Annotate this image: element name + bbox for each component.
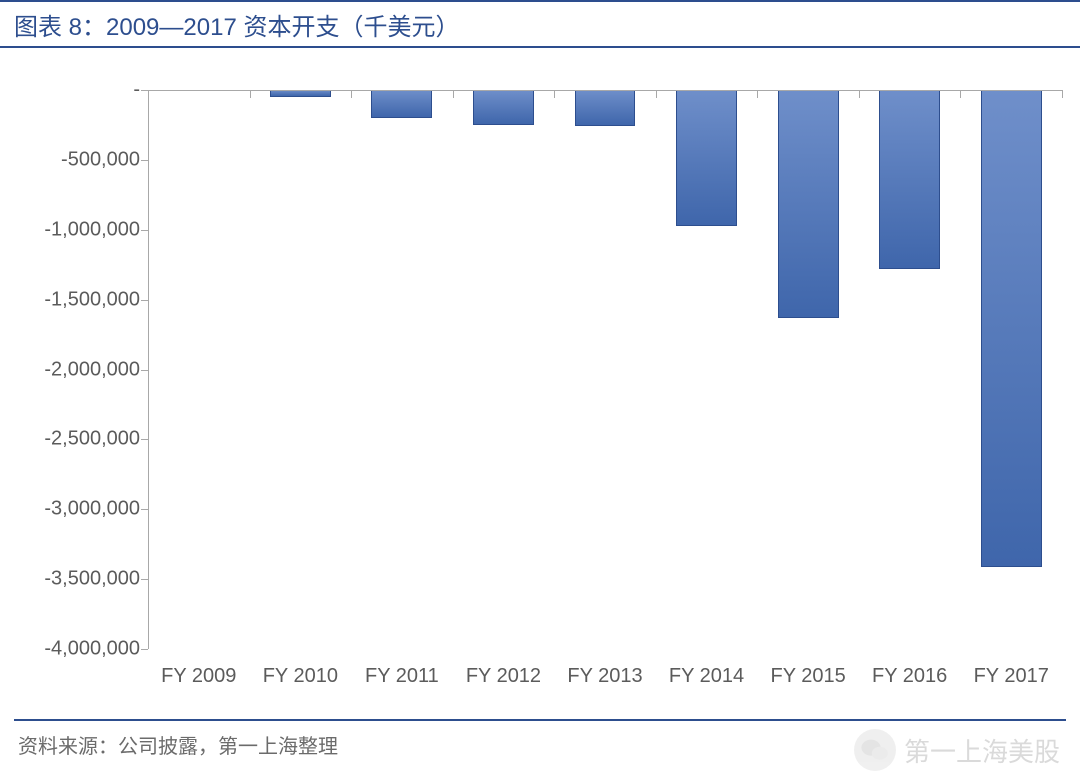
x-tick-label: FY 2013: [567, 665, 642, 688]
x-tick-label: FY 2009: [161, 665, 236, 688]
bar: [778, 90, 839, 318]
x-tick-label: FY 2016: [872, 665, 947, 688]
y-tick: [141, 90, 148, 91]
source-footer: 资料来源：公司披露，第一上海整理: [18, 730, 338, 759]
baseline-tick: [859, 90, 860, 98]
wechat-icon: [854, 729, 896, 771]
baseline-tick: [757, 90, 758, 98]
baseline-tick: [656, 90, 657, 98]
y-tick: [141, 300, 148, 301]
bar: [575, 90, 636, 126]
figure-frame: { "title": "图表 8：2009—2017 资本开支（千美元）", "…: [0, 0, 1080, 779]
baseline-tick: [351, 90, 352, 98]
baseline-tick: [250, 90, 251, 98]
baseline-tick: [554, 90, 555, 98]
y-tick-label: -2,000,000: [44, 358, 140, 381]
x-tick-label: FY 2010: [263, 665, 338, 688]
y-tick-label: -1,000,000: [44, 218, 140, 241]
baseline-tick: [148, 90, 149, 98]
watermark-text: 第一上海美股: [904, 732, 1060, 769]
chart-title-bar: 图表 8：2009—2017 资本开支（千美元）: [0, 0, 1080, 48]
y-tick-label: -2,500,000: [44, 428, 140, 451]
y-tick-label: -: [133, 79, 140, 102]
y-tick-label: -500,000: [61, 148, 140, 171]
y-tick: [141, 230, 148, 231]
zero-baseline: [148, 90, 1062, 91]
chart-area: - -500,000 -1,000,000 -1,500,000 -2,000,000 -…: [18, 60, 1062, 699]
x-axis-labels: FY 2009 FY 2010 FY 2011 FY 2012 FY 2013 FY 20…: [148, 655, 1062, 699]
bar: [879, 90, 940, 269]
bar: [981, 90, 1042, 567]
bar: [676, 90, 737, 226]
baseline-tick: [1062, 90, 1063, 98]
y-tick-label: -3,000,000: [44, 498, 140, 521]
bar: [371, 90, 432, 118]
plot-region: [148, 90, 1062, 649]
y-tick-label: -1,500,000: [44, 288, 140, 311]
y-tick: [141, 160, 148, 161]
y-tick: [141, 579, 148, 580]
y-tick: [141, 509, 148, 510]
footer-divider: [14, 719, 1066, 721]
y-tick: [141, 649, 148, 650]
y-tick: [141, 370, 148, 371]
bar: [473, 90, 534, 125]
x-tick-label: FY 2011: [365, 665, 439, 688]
y-tick-label: -4,000,000: [44, 638, 140, 661]
x-tick-label: FY 2012: [466, 665, 541, 688]
y-tick-label: -3,500,000: [44, 568, 140, 591]
chart-title: 图表 8：2009—2017 资本开支（千美元）: [14, 7, 459, 42]
y-tick: [141, 439, 148, 440]
watermark: 第一上海美股: [854, 729, 1060, 771]
x-tick-label: FY 2015: [770, 665, 845, 688]
baseline-tick: [453, 90, 454, 98]
bar: [270, 90, 331, 97]
x-tick-label: FY 2017: [974, 665, 1049, 688]
x-tick-label: FY 2014: [669, 665, 744, 688]
y-axis-labels: --500,000-1,000,000-1,500,000-2,000,000-…: [18, 90, 140, 649]
baseline-tick: [960, 90, 961, 98]
